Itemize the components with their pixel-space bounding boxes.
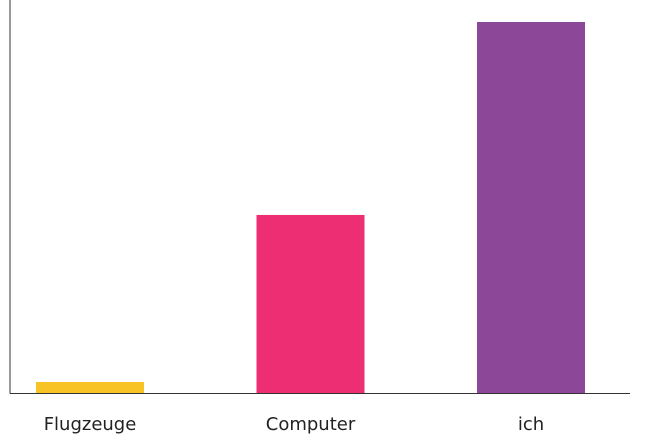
bar: [256, 214, 365, 393]
bar: [477, 22, 585, 394]
x-tick-label: Computer: [266, 414, 356, 435]
x-tick-label: Flugzeuge: [44, 414, 137, 435]
bar: [36, 381, 144, 393]
x-tick-label: ich: [518, 414, 544, 435]
